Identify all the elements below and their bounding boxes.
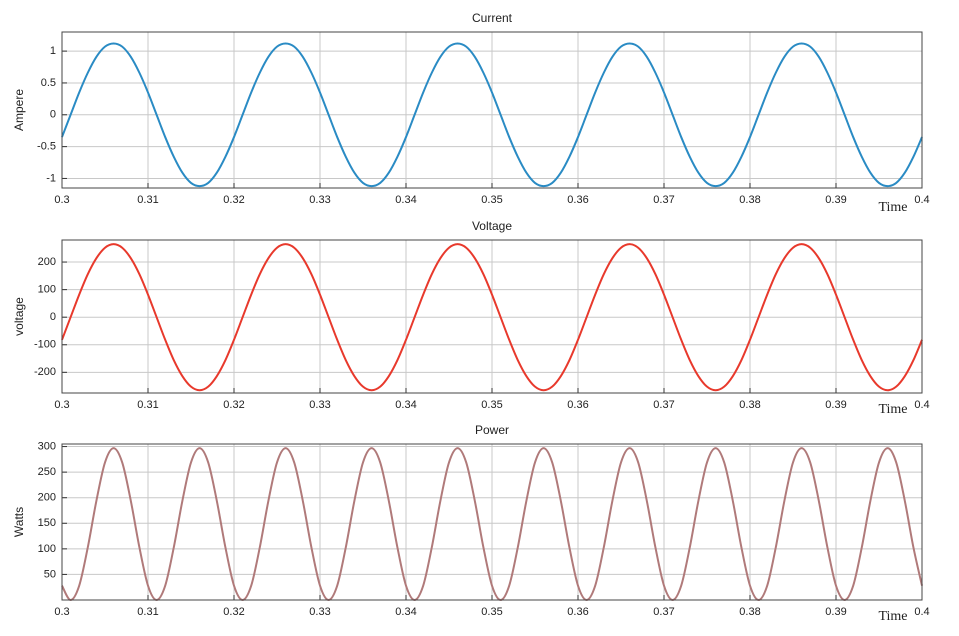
x-tick-label: 0.34: [395, 399, 416, 411]
x-tick-label: 0.31: [137, 194, 158, 206]
y-tick-label: 0: [50, 109, 56, 121]
x-tick-label: 0.31: [137, 399, 158, 411]
x-tick-label: 0.34: [395, 194, 416, 206]
y-axis-label: Watts: [12, 507, 26, 537]
y-axis-label: voltage: [12, 297, 26, 336]
y-tick-label: -200: [34, 366, 56, 378]
y-tick-label: 200: [38, 256, 56, 268]
subplot-title: Current: [472, 11, 513, 25]
x-axis-label: Time: [878, 200, 907, 215]
x-tick-label: 0.4: [914, 194, 929, 206]
axes-frame: [61, 31, 923, 189]
x-tick-label: 0.38: [739, 606, 760, 618]
y-tick-label: 150: [38, 517, 56, 529]
subplot-title: Voltage: [472, 219, 512, 233]
y-tick-label: 100: [38, 284, 56, 296]
subplot-title: Power: [475, 423, 509, 437]
y-tick-label: 1: [50, 45, 56, 57]
y-tick-label: 200: [38, 492, 56, 504]
y-tick-label: 300: [38, 440, 56, 452]
x-tick-label: 0.36: [567, 399, 588, 411]
x-tick-label: 0.39: [825, 399, 846, 411]
x-tick-label: 0.32: [223, 606, 244, 618]
signal-line: [61, 243, 923, 392]
x-axis-label: Time: [878, 609, 907, 624]
y-tick-label: 250: [38, 466, 56, 478]
x-tick-label: 0.37: [653, 194, 674, 206]
y-tick-label: 0: [50, 311, 56, 323]
x-tick-label: 0.35: [481, 194, 502, 206]
y-tick-label: -100: [34, 339, 56, 351]
y-tick-label: -0.5: [37, 141, 56, 153]
x-tick-label: 0.4: [914, 606, 929, 618]
x-tick-label: 0.32: [223, 194, 244, 206]
y-tick-label: 100: [38, 543, 56, 555]
x-tick-label: 0.36: [567, 606, 588, 618]
x-tick-label: 0.4: [914, 399, 929, 411]
x-tick-label: 0.33: [309, 399, 330, 411]
x-tick-label: 0.38: [739, 194, 760, 206]
x-tick-label: 0.3: [54, 606, 69, 618]
x-tick-label: 0.35: [481, 606, 502, 618]
signal-line: [61, 42, 923, 188]
x-tick-label: 0.3: [54, 194, 69, 206]
x-tick-label: 0.38: [739, 399, 760, 411]
x-tick-label: 0.35: [481, 399, 502, 411]
x-axis-label: Time: [878, 402, 907, 417]
signal-line: [61, 447, 923, 602]
x-tick-label: 0.37: [653, 399, 674, 411]
y-tick-label: -1: [46, 172, 56, 184]
x-tick-label: 0.31: [137, 606, 158, 618]
x-tick-label: 0.3: [54, 399, 69, 411]
axes-frame: [61, 443, 923, 601]
axes-frame: [61, 239, 923, 394]
x-tick-label: 0.34: [395, 606, 416, 618]
x-tick-label: 0.37: [653, 606, 674, 618]
x-tick-label: 0.36: [567, 194, 588, 206]
x-tick-label: 0.33: [309, 194, 330, 206]
y-tick-label: 50: [44, 568, 56, 580]
x-tick-label: 0.39: [825, 606, 846, 618]
x-tick-label: 0.33: [309, 606, 330, 618]
x-tick-label: 0.39: [825, 194, 846, 206]
y-axis-label: Ampere: [12, 89, 26, 131]
x-tick-label: 0.32: [223, 399, 244, 411]
y-tick-label: 0.5: [41, 77, 56, 89]
